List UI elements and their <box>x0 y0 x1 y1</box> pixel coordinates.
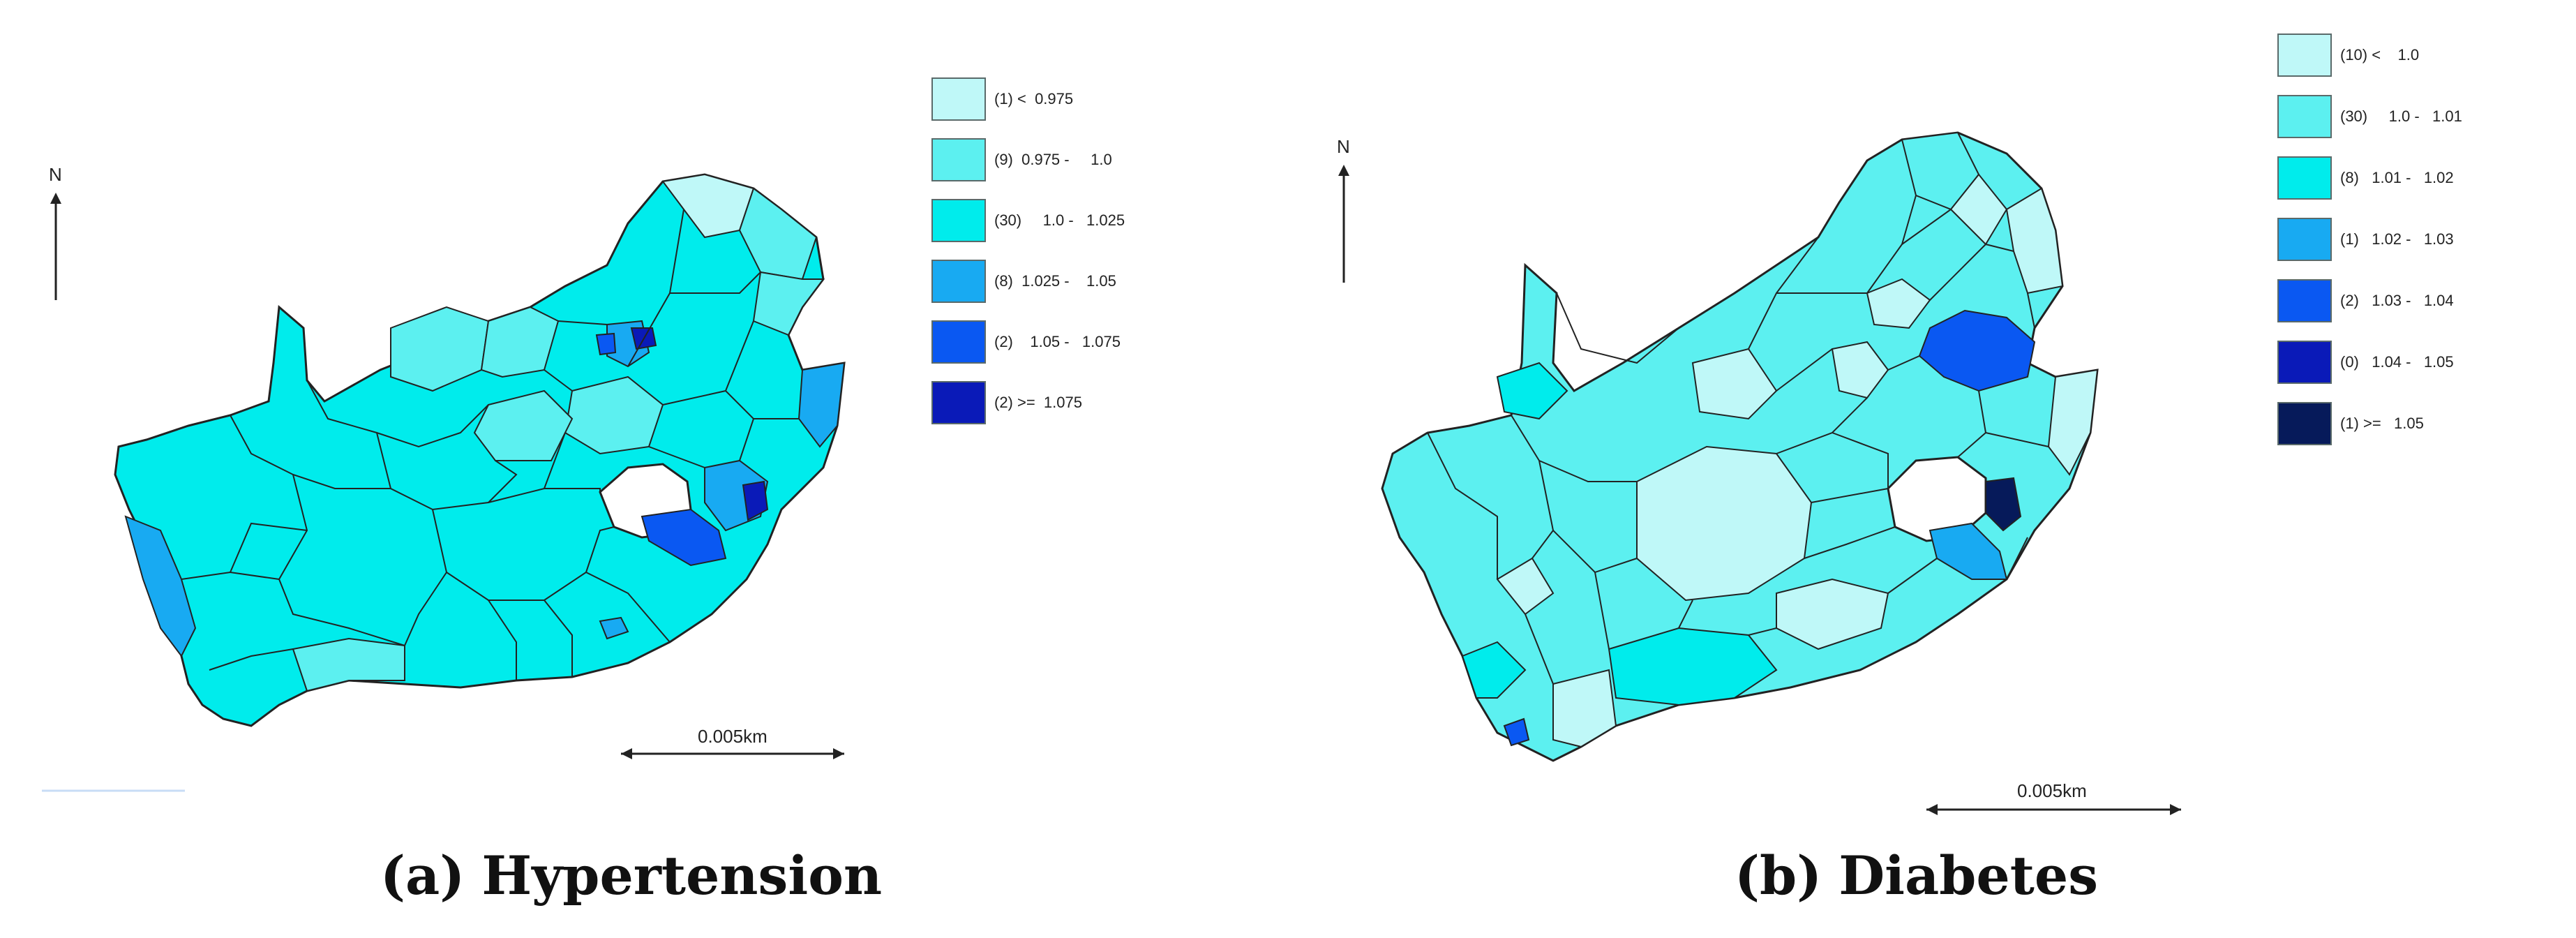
north-label: N <box>1337 136 1350 157</box>
district-boundaries <box>1427 195 2049 685</box>
legend-item: (8) 1.025 - 1.05 <box>931 257 1116 306</box>
legend-label: (2) 1.05 - 1.075 <box>994 333 1121 350</box>
legend-swatch <box>931 381 986 424</box>
legend-swatch <box>931 260 986 303</box>
region <box>1918 309 2036 392</box>
region <box>1691 348 1778 420</box>
region <box>1608 627 1778 706</box>
legend-label: (8) 1.025 - 1.05 <box>994 272 1116 290</box>
hypertension-map <box>42 173 846 792</box>
legend-label: (1) >= 1.05 <box>2340 415 2424 432</box>
legend-item: (1) 1.02 - 1.03 <box>2277 215 2454 264</box>
region <box>641 508 727 567</box>
region <box>1503 717 1530 747</box>
region <box>1831 341 1889 399</box>
legend-label: (9) 0.975 - 1.0 <box>994 151 1112 168</box>
legend-swatch <box>931 199 986 242</box>
north-arrow-head <box>50 193 61 204</box>
scale-label: 0.005km <box>698 726 767 747</box>
legend-item: (1) < 0.975 <box>931 75 1073 124</box>
legend-swatch <box>2277 341 2332 384</box>
legend-swatch <box>931 77 986 121</box>
legend-label: (0) 1.04 - 1.05 <box>2340 353 2454 371</box>
region <box>124 515 197 657</box>
region <box>2047 368 2099 476</box>
legend-label: (1) < 0.975 <box>994 90 1074 107</box>
legend-item: (9) 0.975 - 1.0 <box>931 135 1112 184</box>
caption-title: Diabetes <box>1839 844 2098 907</box>
legend-item: (1) >= 1.05 <box>2277 399 2424 448</box>
district-boundaries <box>181 209 799 680</box>
legend-label: (1) 1.02 - 1.03 <box>2340 230 2454 248</box>
legend-item: (0) 1.04 - 1.05 <box>2277 338 2454 387</box>
region <box>742 480 769 521</box>
legend-item: (30) 1.0 - 1.025 <box>931 196 1125 245</box>
north-arrow-head <box>1338 165 1349 176</box>
region <box>473 389 574 461</box>
region <box>1496 362 1568 420</box>
legend-label: (30) 1.0 - 1.01 <box>2340 107 2462 125</box>
legend-item: (8) 1.01 - 1.02 <box>2277 154 2454 202</box>
legend-item: (30) 1.0 - 1.01 <box>2277 92 2462 141</box>
panel-caption: (a) Hypertension <box>380 844 882 907</box>
legend-swatch <box>2277 34 2332 77</box>
legend-swatch <box>2277 95 2332 138</box>
map-panel-hypertension: N 0.005km (1) < 0.975 (9) 0.975 - 1.0 (30)… <box>42 75 1125 907</box>
region <box>599 616 629 640</box>
legend-item: (2) 1.05 - 1.075 <box>931 318 1121 366</box>
legend-swatch <box>931 320 986 364</box>
map-panel-diabetes: N 0.005km (10) < 1.0 (30) 1.0 - 1.01 (8) 1… <box>1288 0 2576 938</box>
region <box>752 271 825 336</box>
legend-swatch <box>2277 402 2332 445</box>
country-outline <box>114 173 846 727</box>
north-label: N <box>49 164 62 185</box>
legend-item: (10) < 1.0 <box>2277 31 2419 80</box>
country-outline <box>1381 131 2099 762</box>
region <box>1461 641 1527 699</box>
region <box>292 637 405 692</box>
region <box>1496 557 1555 616</box>
legend-item: (2) >= 1.075 <box>931 378 1082 427</box>
legend-label: (10) < 1.0 <box>2340 46 2420 64</box>
panel-caption: (b) Diabetes <box>1735 844 2098 907</box>
legend-label: (2) 1.03 - 1.04 <box>2340 292 2454 309</box>
region <box>1866 278 1931 329</box>
region <box>595 332 617 356</box>
legend-item: (2) 1.03 - 1.04 <box>2277 276 2454 325</box>
caption-letter: (b) <box>1735 844 1822 907</box>
legend-label: (8) 1.01 - 1.02 <box>2340 169 2454 186</box>
caption-title: Hypertension <box>481 844 883 907</box>
caption-letter: (a) <box>380 844 465 907</box>
region <box>1985 477 2022 532</box>
legend-swatch <box>2277 156 2332 200</box>
legend-label: (2) >= 1.075 <box>994 394 1082 411</box>
legend-label: (30) 1.0 - 1.025 <box>994 211 1125 229</box>
legend-swatch <box>2277 279 2332 322</box>
diabetes-map <box>1338 131 2181 815</box>
region <box>797 362 846 448</box>
legend-swatch <box>931 138 986 181</box>
legend-swatch <box>2277 218 2332 261</box>
scale-label: 0.005km <box>2017 780 2087 801</box>
region <box>1552 669 1617 748</box>
